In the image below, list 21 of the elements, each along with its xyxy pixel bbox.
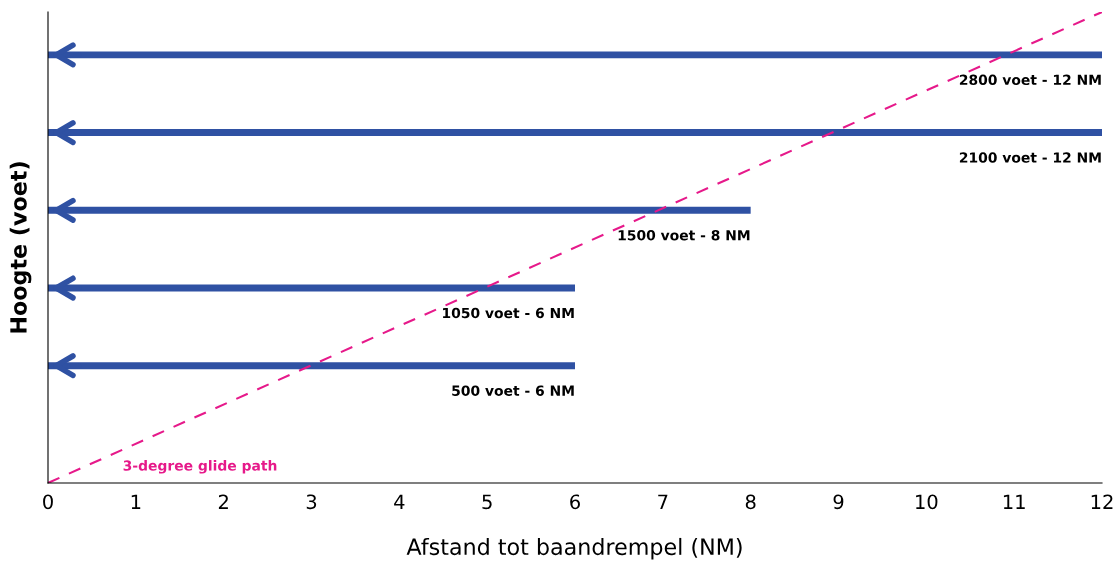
annotation: 1500 voet - 8 NM — [618, 229, 750, 241]
x-tick-label: 4 — [394, 494, 405, 509]
x-tick-label: 7 — [658, 494, 668, 509]
x-tick-label: 0 — [43, 494, 53, 510]
x-tick-label: 6 — [570, 494, 580, 510]
series-label: 3-degree glide path — [123, 460, 277, 474]
x-tick-label: 5 — [482, 494, 492, 510]
x-axis-title: Afstand tot baandrempel (NM) — [406, 537, 742, 560]
annotation: 1050 voet - 6 NM — [443, 307, 574, 319]
annotation: 2800 voet - 12 NM — [959, 74, 1101, 86]
x-tick-label: 9 — [833, 494, 844, 510]
annotation: 500 voet - 6 NM — [452, 385, 574, 396]
x-tick-label: 1 — [131, 494, 141, 509]
x-tick-label: 11 — [1003, 494, 1025, 509]
x-tick-label: 3 — [306, 494, 317, 510]
x-tick-label: 12 — [1091, 494, 1113, 509]
x-tick-label: 8 — [745, 494, 756, 510]
y-axis-title: Hoogte (voet) — [9, 162, 32, 333]
x-tick-label: 10 — [916, 494, 938, 510]
x-tick-label: 2 — [218, 494, 228, 509]
annotation: 2100 voet - 12 NM — [959, 152, 1101, 163]
